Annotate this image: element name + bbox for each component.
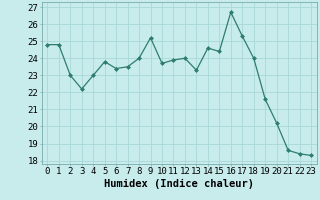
X-axis label: Humidex (Indice chaleur): Humidex (Indice chaleur) <box>104 179 254 189</box>
